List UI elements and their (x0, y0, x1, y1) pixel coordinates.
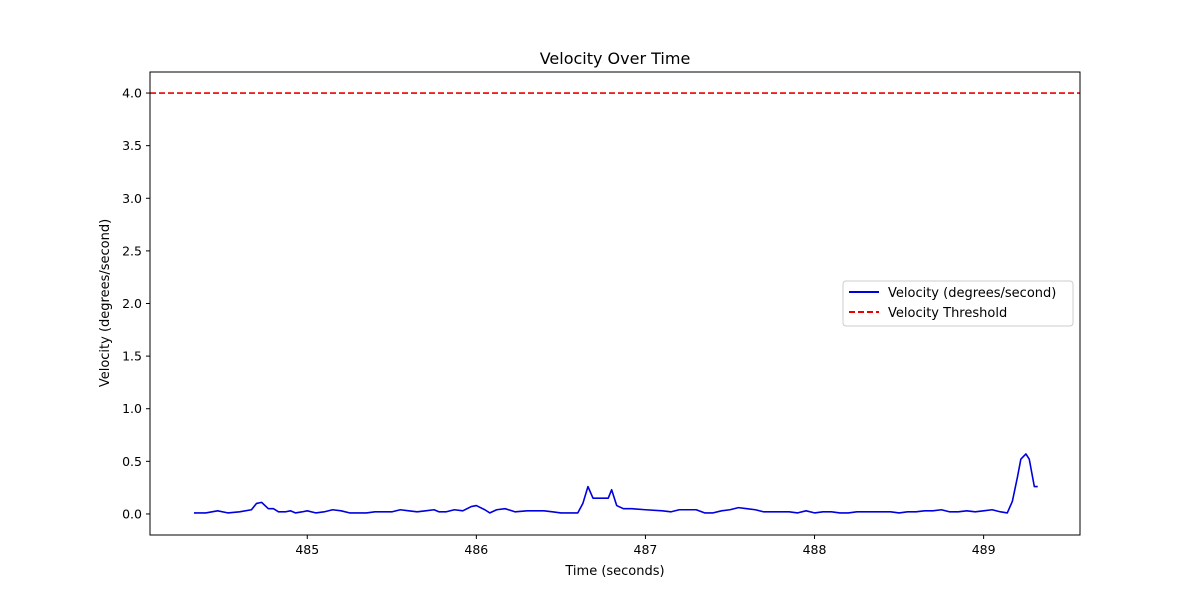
y-tick-label: 3.0 (122, 191, 142, 206)
x-axis-ticks: 485 486 487 488 489 (295, 535, 996, 557)
x-tick-label: 488 (803, 542, 827, 557)
series-line-velocity (193, 453, 1038, 514)
y-tick-label: 0.0 (122, 506, 142, 521)
legend-box (842, 280, 1074, 327)
series-layer (150, 92, 1080, 514)
chart-title: Velocity Over Time (540, 49, 691, 68)
y-axis-label: Velocity (degrees/second) (98, 219, 113, 387)
legend: Velocity (degrees/second) Velocity Thres… (842, 280, 1074, 327)
x-tick-label: 486 (464, 542, 488, 557)
y-tick-label: 2.5 (122, 243, 142, 258)
y-tick-label: 4.0 (122, 86, 142, 101)
y-tick-label: 3.5 (122, 138, 142, 153)
y-tick-label: 0.5 (122, 454, 142, 469)
y-tick-label: 1.0 (122, 401, 142, 416)
y-tick-label: 2.0 (122, 296, 142, 311)
legend-entry-threshold: Velocity Threshold (888, 306, 1007, 321)
x-axis-label: Time (seconds) (564, 564, 664, 579)
y-tick-label: 1.5 (122, 349, 142, 364)
y-axis-ticks: 0.0 0.5 1.0 1.5 2.0 2.5 3.0 3.5 4.0 (122, 86, 150, 521)
x-tick-label: 487 (634, 542, 658, 557)
legend-entry-velocity: Velocity (degrees/second) (888, 286, 1056, 301)
x-tick-label: 489 (972, 542, 996, 557)
x-tick-label: 485 (295, 542, 319, 557)
